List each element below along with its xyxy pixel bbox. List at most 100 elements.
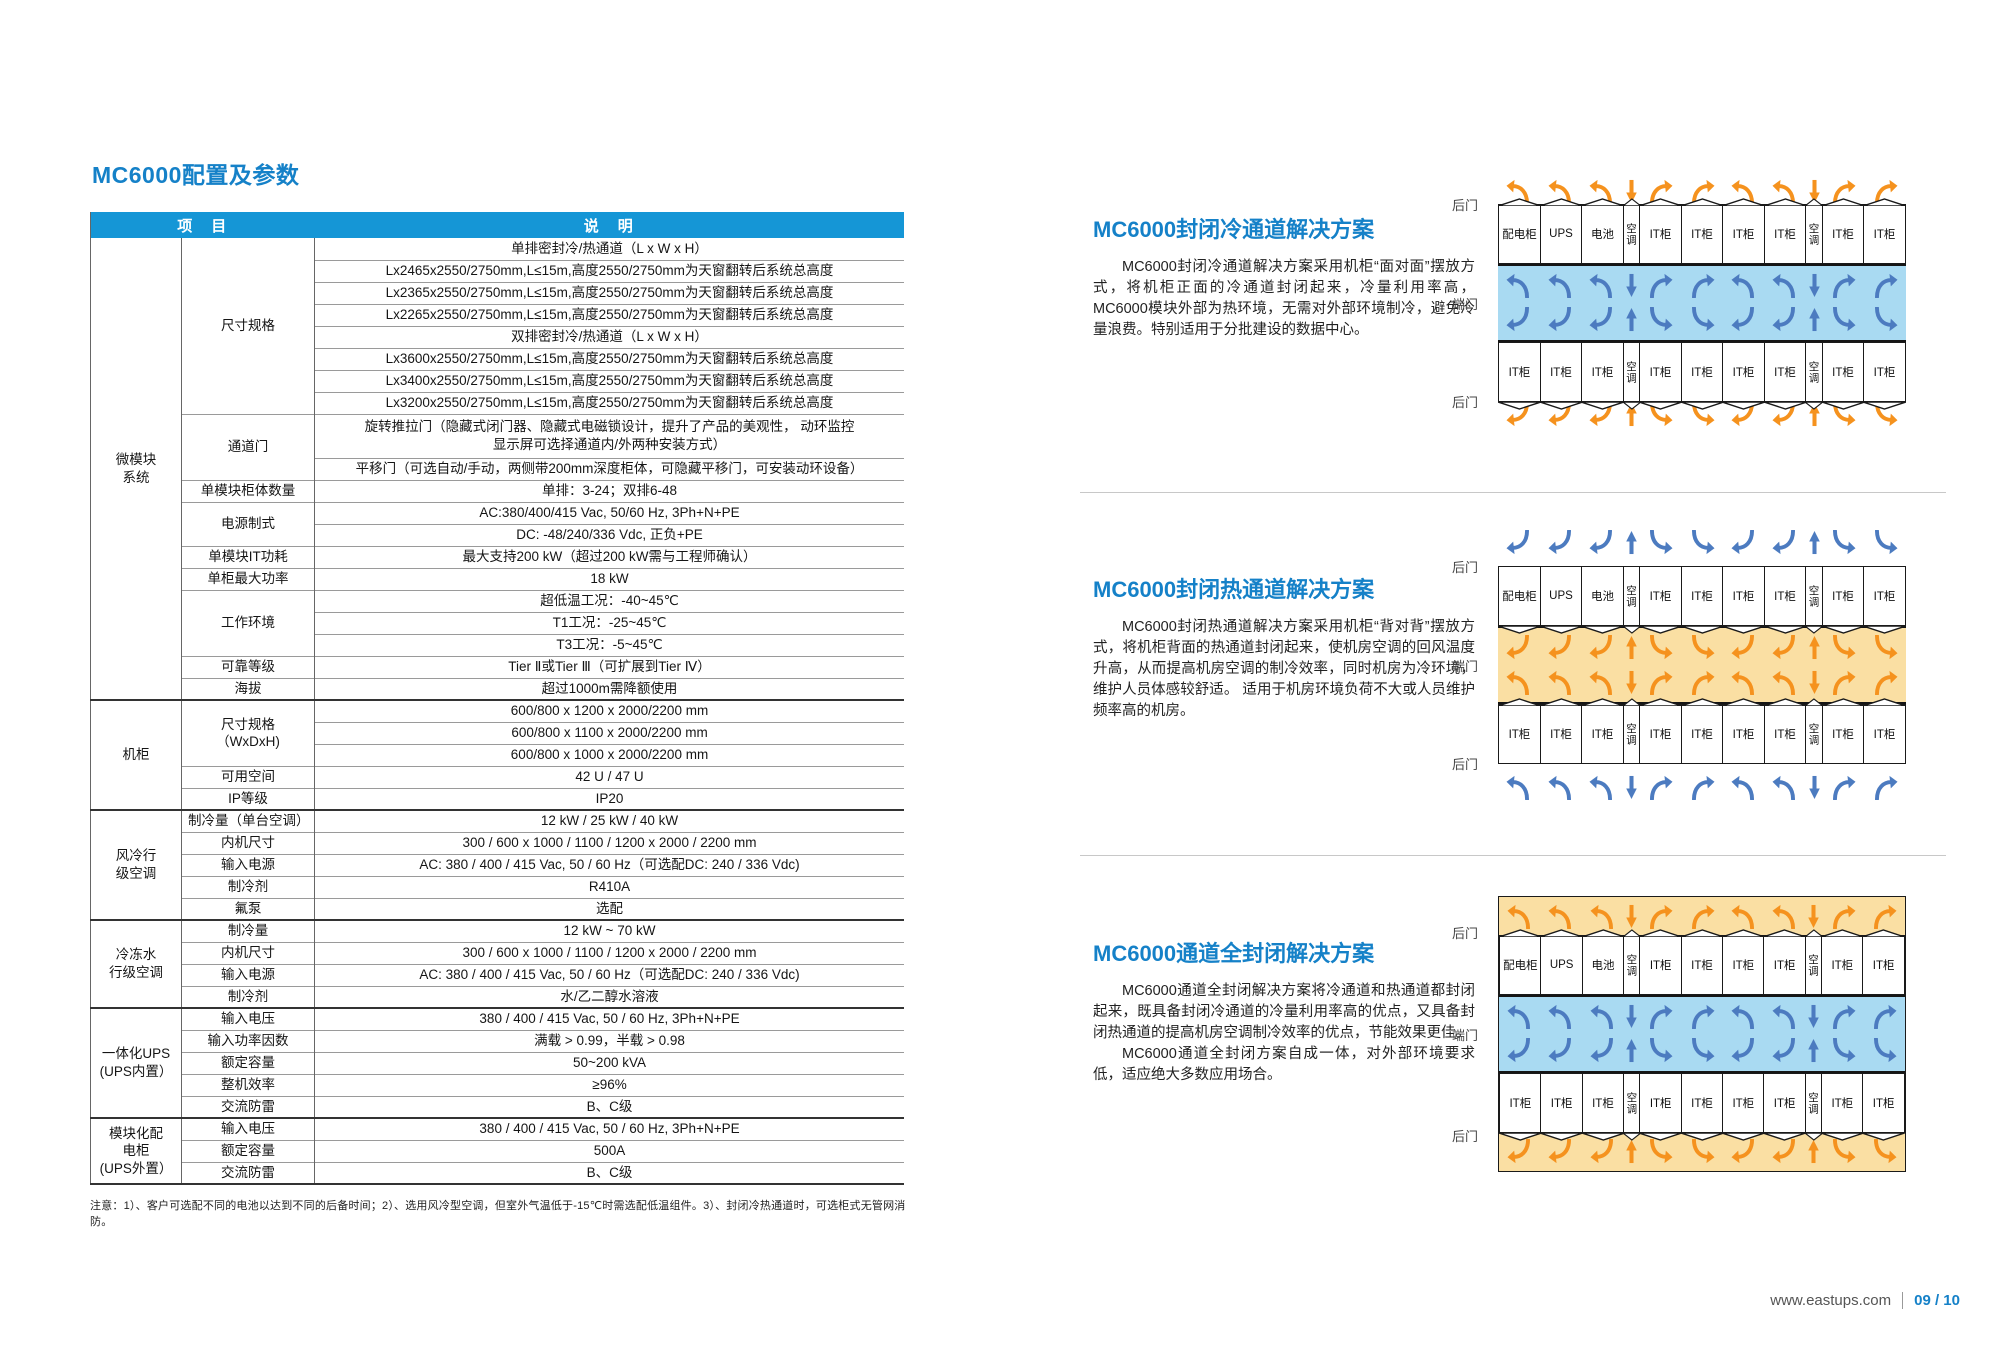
group-label-cell: 额定容量: [181, 1051, 316, 1074]
straight-arrow-icon: [1806, 775, 1822, 800]
straight-arrow-icon: [1624, 1004, 1640, 1029]
table-row: 风冷行 级空调 制冷量（单台空调） 12 kW / 25 kW / 40 kW: [90, 809, 904, 920]
airflow-arrow-icon: [1681, 530, 1723, 555]
rear-door-label: 后门: [1452, 198, 1479, 213]
cabinet-cell: IT柜: [1763, 698, 1807, 764]
airflow-arrow-icon: [1764, 904, 1806, 929]
airflow-arrow-icon: [1681, 179, 1723, 204]
cabinet-cell: IT柜: [1539, 342, 1583, 410]
spec-value-cell: 300 / 600 x 1000 / 1100 / 1200 x 2000 / …: [314, 831, 904, 854]
cabinet-peak: [1580, 401, 1625, 410]
cabinet-cell: 配电柜: [1497, 198, 1542, 264]
cabinet-label: IT柜: [1732, 229, 1755, 241]
cabinet-peak: [1804, 697, 1824, 707]
cabinet-cell: IT柜: [1721, 342, 1766, 410]
cabinet-cell: IT柜: [1763, 1073, 1807, 1141]
straight-arrow-icon: [1806, 670, 1822, 695]
airflow-arrow-icon: [1499, 904, 1541, 929]
cabinet-peak: [1622, 197, 1641, 207]
cabinet-peak: [1763, 625, 1807, 634]
group-label-cell: 制冷剂: [181, 985, 316, 1008]
airflow-arrow-row: [1498, 530, 1906, 566]
spec-value-cell: 12 kW / 25 kW / 40 kW: [314, 809, 904, 832]
table-row: 一体化UPS (UPS内置） 输入电压 380 / 400 / 415 Vac, 5…: [90, 1007, 904, 1118]
group-label-cell: 通道门: [181, 413, 316, 480]
solution-title: MC6000通道全封闭解决方案: [1093, 941, 1375, 966]
cabinet-cell: IT柜: [1680, 342, 1724, 410]
cabinet-peak: [1680, 625, 1724, 634]
airflow-arrow-icon: [1540, 775, 1582, 800]
cabinet-cell: IT柜: [1497, 342, 1542, 410]
cabinet-label: 空调: [1806, 953, 1819, 977]
cabinet-label: IT柜: [1872, 1098, 1895, 1110]
cabinet-cell: IT柜: [1763, 929, 1807, 995]
category-cell: 风冷行 级空调: [90, 809, 182, 920]
airflow-diagram: 后门 端门 后门 配电柜 UPS 电池 空调 IT柜 IT柜 IT柜 IT柜 空调 IT柜 IT柜 IT柜 I…: [1452, 530, 1907, 800]
hot-zone-band: [1499, 897, 1905, 935]
airflow-arrow-icon: [1640, 1038, 1682, 1064]
group-label-cell: 内机尺寸: [181, 831, 316, 854]
straight-arrow-icon: [1806, 308, 1822, 333]
footer-page-number: 09 / 10: [1914, 1292, 1960, 1309]
airflow-arrow-row: [1499, 1036, 1905, 1066]
airflow-arrow-icon: [1541, 1139, 1583, 1165]
airflow-arrow-icon: [1499, 1038, 1541, 1064]
airflow-arrow-icon: [1581, 635, 1623, 660]
ac-cabinet-cell: 空调: [1622, 1073, 1641, 1141]
cabinet-cell: IT柜: [1638, 566, 1683, 634]
cabinet-peak: [1622, 401, 1641, 410]
diagram-body: 配电柜 UPS 电池 空调 IT柜 IT柜 IT柜 IT柜 空调 IT柜 IT柜 IT柜 IT柜 IT柜空…: [1497, 530, 1907, 800]
spec-value-cell: ≥96%: [314, 1073, 904, 1096]
table-row: 单模块IT功耗 最大支持200 kW（超过200 kW需与工程师确认）: [91, 545, 904, 568]
section-divider: [1080, 492, 1946, 493]
airflow-arrow-icon: [1765, 775, 1807, 800]
cabinet-peak: [1763, 697, 1807, 707]
group-label-cell: 单模块IT功耗: [181, 545, 316, 568]
table-row: 输入功率因数 满载 > 0.99，半载 > 0.98: [91, 1029, 904, 1052]
cabinet-peak: [1862, 928, 1906, 938]
airflow-arrow-icon: [1681, 1038, 1723, 1064]
cabinet-cell: IT柜: [1580, 698, 1625, 764]
airflow-arrow-icon: [1581, 775, 1623, 800]
spec-value-cell: Lx2265x2550/2750mm,L≤15m,高度2550/2750mm为天…: [314, 303, 904, 326]
ac-cabinet-cell: 空调: [1622, 698, 1641, 764]
airflow-arrow-icon: [1765, 635, 1807, 660]
airflow-arrow-row: [1498, 667, 1906, 697]
rear-door-label: 后门: [1452, 560, 1479, 575]
table-row: 制冷剂 R410A: [91, 875, 904, 898]
cabinet-peak: [1498, 928, 1542, 938]
airflow-arrow-icon: [1498, 273, 1540, 299]
footer-url: www.eastups.com: [1770, 1292, 1892, 1309]
straight-arrow-icon: [1623, 179, 1639, 204]
airflow-arrow-icon: [1499, 1139, 1541, 1165]
airflow-arrow-icon: [1498, 775, 1540, 800]
group-label-cell: 可靠等级: [181, 655, 316, 678]
group-label-cell: 氟泵: [181, 897, 316, 920]
solution-paragraph: MC6000封闭冷通道解决方案采用机柜“面对面”摆放方式，将机柜正面的冷通道封闭…: [1093, 259, 1475, 338]
spec-value-cell: T1工况：-25~45℃: [314, 611, 904, 634]
cabinet-peak: [1540, 928, 1584, 938]
cabinet-peak: [1820, 1132, 1864, 1141]
cabinet-cell: IT柜: [1680, 698, 1724, 764]
cabinet-label: 空调: [1624, 222, 1637, 246]
category-cell: 微模块 系统: [90, 238, 182, 700]
cabinet-label: IT柜: [1649, 1098, 1672, 1110]
spec-value-cell: 最大支持200 kW（超过200 kW需与工程师确认）: [314, 545, 904, 568]
cabinet-label: 空调: [1625, 1091, 1638, 1115]
cabinet-peak: [1539, 625, 1583, 634]
cabinet-cell: IT柜: [1721, 698, 1766, 764]
spec-value-cell: 600/800 x 1000 x 2000/2200 mm: [314, 743, 904, 766]
ac-cabinet-cell: 空调: [1804, 198, 1824, 264]
spec-value-cell: 单排：3-24；双排6-48: [314, 479, 904, 502]
cabinet-peak: [1821, 197, 1865, 207]
diagram-body: 配电柜 UPS 电池 空调 IT柜 IT柜 IT柜 IT柜 空调 IT柜 IT柜 IT柜 IT柜 IT柜空…: [1497, 168, 1907, 438]
airflow-arrow-icon: [1764, 1038, 1806, 1064]
airflow-arrow-icon: [1723, 904, 1765, 929]
cabinet-cell: IT柜: [1639, 1073, 1683, 1141]
cabinet-label: IT柜: [1591, 729, 1614, 741]
cabinet-cell: IT柜: [1721, 1073, 1765, 1141]
spec-value-cell: Tier Ⅱ或Tier Ⅲ（可扩展到Tier Ⅳ）: [314, 655, 904, 678]
table-row: T3工况：-5~45℃: [91, 633, 904, 656]
cabinet-label: IT柜: [1873, 729, 1896, 741]
table-row: DC: -48/240/336 Vdc, 正负+PE: [91, 523, 904, 546]
